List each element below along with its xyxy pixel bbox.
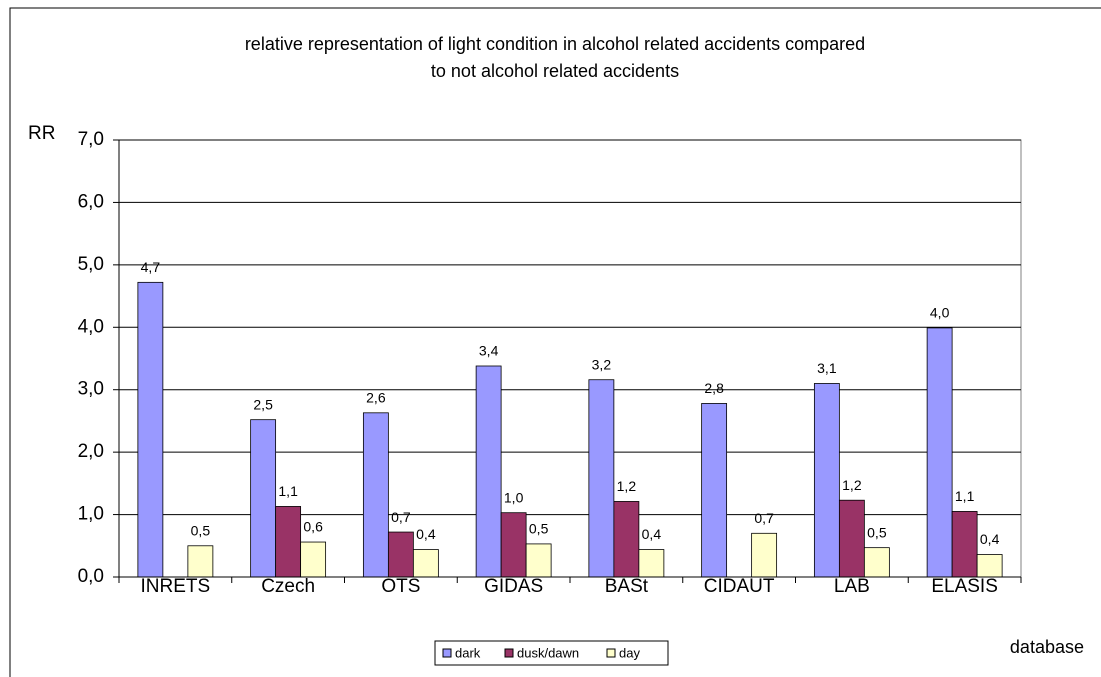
bar xyxy=(387,531,414,578)
x-axis-label: database xyxy=(1010,637,1084,657)
data-label: 1,1 xyxy=(955,488,975,504)
bar xyxy=(863,547,890,578)
bar xyxy=(250,419,277,578)
bar xyxy=(475,365,502,578)
legend-label: day xyxy=(619,645,640,660)
bar xyxy=(976,554,1003,578)
data-label: 0,7 xyxy=(754,510,774,526)
data-label: 0,4 xyxy=(642,526,662,542)
x-tick-label: CIDAUT xyxy=(704,576,775,597)
data-label: 3,4 xyxy=(479,343,499,359)
legend-swatch xyxy=(606,648,616,658)
data-label: 0,5 xyxy=(529,521,549,537)
legend-label: dark xyxy=(455,645,481,660)
data-label: 3,1 xyxy=(817,360,837,376)
bar xyxy=(926,327,953,578)
bar xyxy=(300,541,327,578)
bar xyxy=(701,403,728,578)
x-tick-label: BASt xyxy=(605,576,649,597)
chart-subtitle: to not alcohol related accidents xyxy=(431,61,679,81)
data-label: 3,2 xyxy=(592,356,612,372)
data-label: 2,5 xyxy=(253,396,273,412)
bar xyxy=(500,512,527,578)
data-label: 0,4 xyxy=(980,531,1000,547)
legend-swatch xyxy=(504,648,514,658)
bar xyxy=(275,506,302,578)
x-tick-label: OTS xyxy=(381,576,420,597)
bar xyxy=(525,543,552,578)
data-label: 1,0 xyxy=(504,489,524,505)
data-label: 4,0 xyxy=(930,305,950,321)
y-tick-label: 1,0 xyxy=(78,504,104,525)
bar xyxy=(951,511,978,578)
data-label: 0,6 xyxy=(303,519,323,535)
bar xyxy=(638,549,665,578)
x-tick-label: ELASIS xyxy=(931,576,998,597)
y-tick-label: 3,0 xyxy=(78,379,104,400)
bar xyxy=(362,412,389,578)
bar xyxy=(412,549,439,578)
bar xyxy=(751,532,778,578)
bar xyxy=(838,499,865,578)
data-label: 2,8 xyxy=(704,380,724,396)
data-label: 0,5 xyxy=(191,522,211,538)
x-tick-label: INRETS xyxy=(141,576,211,597)
y-tick-label: 5,0 xyxy=(78,254,104,275)
data-label: 1,2 xyxy=(617,478,637,494)
x-tick-label: LAB xyxy=(834,576,870,597)
legend-box xyxy=(434,640,669,666)
y-tick-label: 4,0 xyxy=(78,316,104,337)
data-label: 2,6 xyxy=(366,390,386,406)
y-axis-label: RR xyxy=(28,123,55,144)
bar xyxy=(137,281,164,578)
x-tick-label: GIDAS xyxy=(484,576,543,597)
data-label: 0,4 xyxy=(416,526,436,542)
y-tick-label: 6,0 xyxy=(78,191,104,212)
data-label: 0,7 xyxy=(391,509,411,525)
data-label: 1,1 xyxy=(278,483,298,499)
legend-label: dusk/dawn xyxy=(517,645,579,660)
data-label: 0,5 xyxy=(867,524,887,540)
legend-swatch xyxy=(442,648,452,658)
x-tick-label: Czech xyxy=(261,576,315,597)
data-label: 4,7 xyxy=(141,259,161,275)
chart-title: relative representation of light conditi… xyxy=(245,34,865,54)
data-label: 1,2 xyxy=(842,477,862,493)
bar xyxy=(613,501,640,578)
bar xyxy=(588,379,615,578)
y-tick-label: 0,0 xyxy=(78,566,104,587)
y-tick-label: 7,0 xyxy=(78,129,104,150)
bar xyxy=(187,545,214,578)
bar xyxy=(813,383,840,578)
y-tick-label: 2,0 xyxy=(78,441,104,462)
